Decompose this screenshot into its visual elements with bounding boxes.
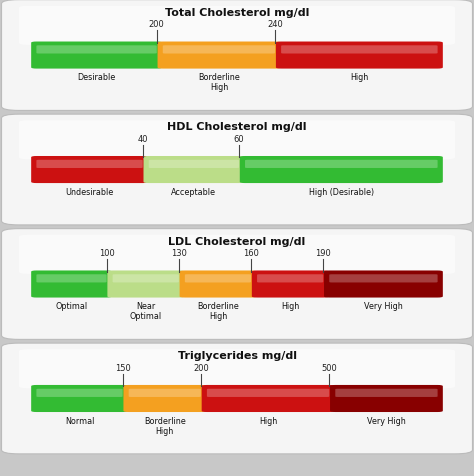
FancyBboxPatch shape <box>180 271 256 298</box>
FancyBboxPatch shape <box>1 0 473 111</box>
FancyBboxPatch shape <box>31 271 112 298</box>
FancyBboxPatch shape <box>36 389 123 397</box>
FancyBboxPatch shape <box>335 389 438 397</box>
Text: 150: 150 <box>115 363 130 372</box>
FancyBboxPatch shape <box>185 275 251 283</box>
Text: Very High: Very High <box>364 302 403 311</box>
Text: Undesirable: Undesirable <box>65 188 114 197</box>
Text: 200: 200 <box>149 20 164 30</box>
Text: 130: 130 <box>171 249 187 258</box>
FancyBboxPatch shape <box>281 46 438 54</box>
FancyBboxPatch shape <box>245 160 438 169</box>
FancyBboxPatch shape <box>36 275 107 283</box>
Text: 160: 160 <box>243 249 259 258</box>
FancyBboxPatch shape <box>324 271 443 298</box>
FancyBboxPatch shape <box>201 385 335 412</box>
FancyBboxPatch shape <box>19 349 455 388</box>
FancyBboxPatch shape <box>19 7 455 46</box>
Text: High: High <box>259 416 277 425</box>
FancyBboxPatch shape <box>128 389 201 397</box>
Text: Acceptable: Acceptable <box>172 188 216 197</box>
FancyBboxPatch shape <box>19 121 455 160</box>
Text: Near
Optimal: Near Optimal <box>130 302 162 320</box>
FancyBboxPatch shape <box>163 46 275 54</box>
Text: Optimal: Optimal <box>55 302 88 311</box>
Text: 190: 190 <box>315 249 331 258</box>
Text: Borderline
High: Borderline High <box>198 73 240 92</box>
Text: 60: 60 <box>234 135 244 144</box>
FancyBboxPatch shape <box>1 229 473 340</box>
Text: High (Desirable): High (Desirable) <box>309 188 374 197</box>
FancyBboxPatch shape <box>149 160 239 169</box>
Text: 200: 200 <box>193 363 209 372</box>
FancyBboxPatch shape <box>123 385 206 412</box>
Text: 500: 500 <box>321 363 337 372</box>
Text: High: High <box>281 302 299 311</box>
FancyBboxPatch shape <box>276 42 443 69</box>
Text: Total Cholesterol mg/dl: Total Cholesterol mg/dl <box>165 8 309 18</box>
Text: 40: 40 <box>137 135 148 144</box>
Text: Normal: Normal <box>65 416 94 425</box>
Text: 100: 100 <box>99 249 115 258</box>
FancyBboxPatch shape <box>1 115 473 226</box>
Text: Borderline
High: Borderline High <box>197 302 239 320</box>
FancyBboxPatch shape <box>157 42 280 69</box>
FancyBboxPatch shape <box>207 389 329 397</box>
FancyBboxPatch shape <box>31 385 128 412</box>
FancyBboxPatch shape <box>31 42 162 69</box>
Text: Desirable: Desirable <box>77 73 116 82</box>
Text: Borderline
High: Borderline High <box>144 416 186 435</box>
Text: High: High <box>350 73 368 82</box>
Text: LDL Cholesterol mg/dl: LDL Cholesterol mg/dl <box>168 236 306 246</box>
Text: 240: 240 <box>267 20 283 30</box>
FancyBboxPatch shape <box>329 275 438 283</box>
Text: Triglycerides mg/dl: Triglycerides mg/dl <box>177 350 297 360</box>
FancyBboxPatch shape <box>1 343 473 454</box>
FancyBboxPatch shape <box>240 157 443 184</box>
FancyBboxPatch shape <box>144 157 244 184</box>
FancyBboxPatch shape <box>113 275 179 283</box>
Text: Very High: Very High <box>367 416 406 425</box>
FancyBboxPatch shape <box>36 160 143 169</box>
FancyBboxPatch shape <box>31 157 148 184</box>
FancyBboxPatch shape <box>330 385 443 412</box>
FancyBboxPatch shape <box>252 271 328 298</box>
FancyBboxPatch shape <box>36 46 157 54</box>
FancyBboxPatch shape <box>19 235 455 274</box>
Text: HDL Cholesterol mg/dl: HDL Cholesterol mg/dl <box>167 122 307 132</box>
FancyBboxPatch shape <box>108 271 184 298</box>
FancyBboxPatch shape <box>257 275 323 283</box>
